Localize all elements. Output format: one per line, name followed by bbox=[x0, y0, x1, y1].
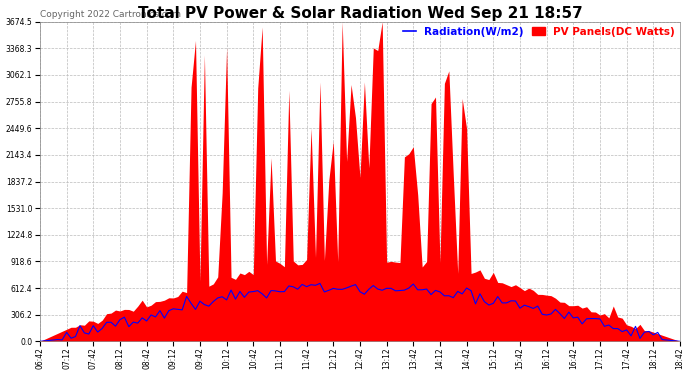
Text: Copyright 2022 Cartronics.com: Copyright 2022 Cartronics.com bbox=[40, 9, 181, 18]
Title: Total PV Power & Solar Radiation Wed Sep 21 18:57: Total PV Power & Solar Radiation Wed Sep… bbox=[137, 6, 582, 21]
Legend: Radiation(W/m2), PV Panels(DC Watts): Radiation(W/m2), PV Panels(DC Watts) bbox=[404, 27, 675, 37]
